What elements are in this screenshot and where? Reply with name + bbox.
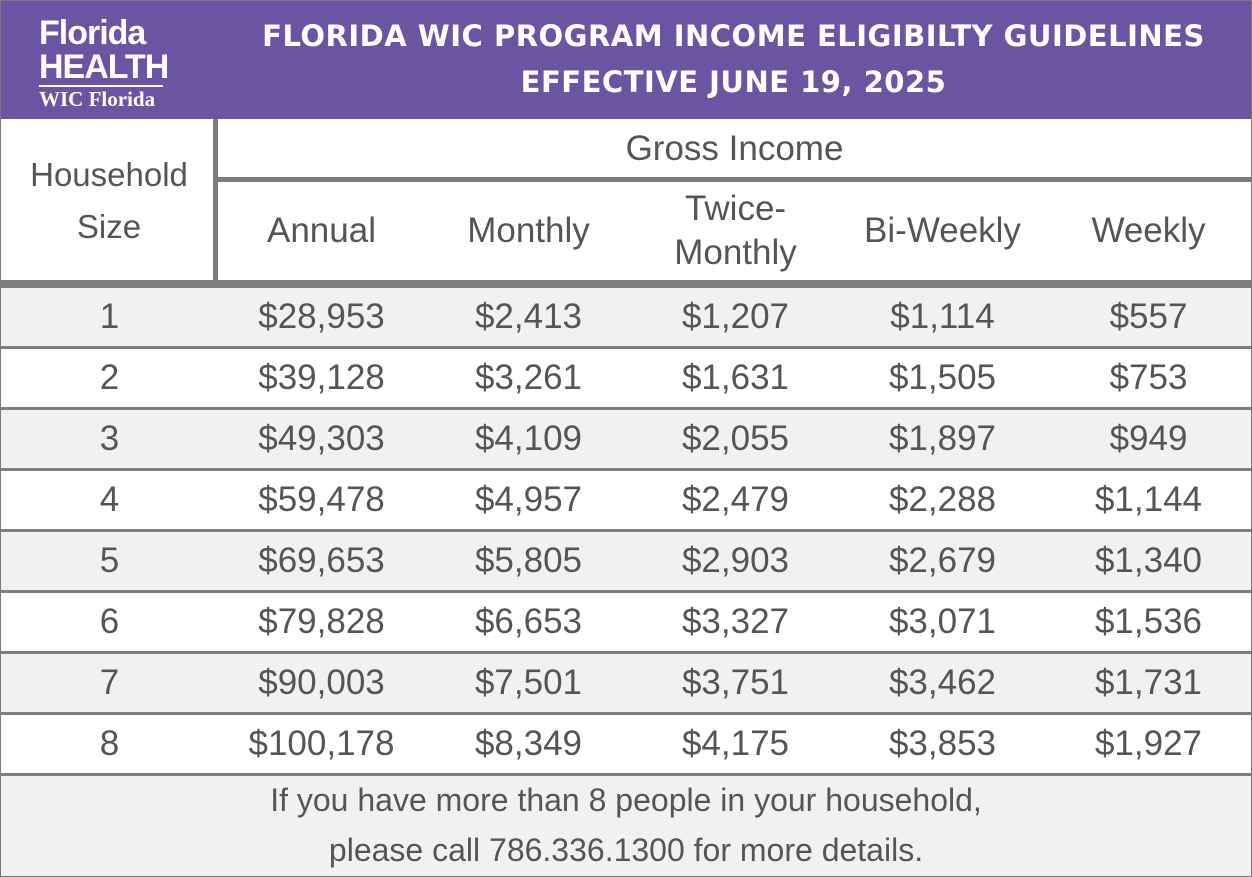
income-cell: $4,175 — [681, 724, 790, 763]
row-divider — [1, 590, 1251, 593]
household-size-cell: 3 — [99, 419, 120, 458]
row-divider — [1, 773, 1251, 776]
logo-florida: Florida — [39, 14, 146, 52]
header-bottom-divider — [1, 280, 1251, 288]
income-cell: $1,731 — [1094, 663, 1203, 702]
household-size-cell: 8 — [99, 724, 120, 763]
income-cell: $39,128 — [258, 358, 385, 397]
row-divider — [1, 468, 1251, 471]
income-cell: $5,805 — [474, 541, 583, 580]
household-size-cell: 4 — [99, 480, 120, 519]
income-cell: $3,751 — [681, 663, 790, 702]
logo-wic-florida: WIC Florida — [39, 87, 156, 111]
income-cell: $49,303 — [258, 419, 385, 458]
income-cell: $1,340 — [1094, 541, 1203, 580]
income-cell: $1,505 — [888, 358, 997, 397]
income-cell: $28,953 — [258, 297, 385, 336]
income-cell: $1,114 — [890, 297, 995, 336]
income-cell: $6,653 — [474, 602, 583, 641]
income-cell: $2,288 — [888, 480, 997, 519]
income-cell: $3,462 — [888, 663, 997, 702]
income-cell: $79,828 — [258, 602, 385, 641]
income-cell: $2,479 — [681, 480, 790, 519]
income-cell: $3,327 — [681, 602, 790, 641]
household-size-cell: 1 — [99, 297, 120, 336]
gross-income-divider — [218, 177, 1251, 182]
income-cell: $1,927 — [1094, 724, 1203, 763]
table-row: 7 $90,003 $7,501 $3,751 $3,462 $1,731 — [1, 654, 1251, 712]
table-row: 6 $79,828 $6,653 $3,327 $3,071 $1,536 — [1, 593, 1251, 651]
row-divider — [1, 407, 1251, 410]
income-cell: $4,957 — [474, 480, 583, 519]
column-header-bi-weekly-label: Bi-Weekly — [864, 211, 1021, 250]
column-header-twice-monthly-line2: Monthly — [674, 233, 797, 272]
column-header-monthly-label: Monthly — [467, 211, 590, 250]
gross-income-header: Gross Income — [625, 129, 844, 168]
income-cell: $1,631 — [681, 358, 790, 397]
header-banner: Florida HEALTH WIC Florida FLORIDA WIC P… — [1, 1, 1251, 119]
logo-rule — [39, 85, 163, 87]
column-header-monthly: Monthly — [425, 182, 632, 280]
page-title: FLORIDA WIC PROGRAM INCOME ELIGIBILTY GU… — [262, 19, 1205, 53]
income-cell: $90,003 — [258, 663, 385, 702]
table-row: 3 $49,303 $4,109 $2,055 $1,897 $949 — [1, 410, 1251, 468]
income-cell: $1,207 — [681, 297, 790, 336]
column-header-annual: Annual — [218, 182, 425, 280]
row-divider — [1, 346, 1251, 349]
column-header-annual-label: Annual — [267, 211, 376, 250]
table-row: 8 $100,178 $8,349 $4,175 $3,853 $1,927 — [1, 715, 1251, 773]
household-size-header: Household Size — [5, 121, 213, 280]
income-cell: $2,055 — [681, 419, 790, 458]
florida-health-logo: Florida HEALTH WIC Florida — [39, 15, 179, 111]
income-cell: $1,897 — [888, 419, 997, 458]
income-cell: $59,478 — [258, 480, 385, 519]
income-cell: $3,261 — [474, 358, 583, 397]
footer-note-line1: If you have more than 8 people in your h… — [270, 782, 982, 818]
table-row: 1 $28,953 $2,413 $1,207 $1,114 $557 — [1, 288, 1251, 346]
household-size-header-line1: Household — [30, 155, 188, 193]
column-header-twice-monthly-line1: Twice- — [684, 189, 787, 228]
column-header-weekly: Weekly — [1046, 182, 1251, 280]
header-vertical-divider — [213, 119, 218, 282]
income-cell: $7,501 — [474, 663, 583, 702]
income-cell: $1,144 — [1094, 480, 1203, 519]
logo-health: HEALTH — [39, 48, 169, 86]
household-size-cell: 6 — [99, 602, 120, 641]
footer-note-line2: please call 786.336.1300 for more detail… — [328, 832, 924, 868]
income-cell: $2,413 — [474, 297, 583, 336]
household-size-cell: 5 — [99, 541, 120, 580]
table-row: 2 $39,128 $3,261 $1,631 $1,505 $753 — [1, 349, 1251, 407]
income-cell: $1,536 — [1094, 602, 1203, 641]
income-cell: $2,903 — [681, 541, 790, 580]
row-divider — [1, 712, 1251, 715]
row-divider — [1, 529, 1251, 532]
income-cell: $3,071 — [888, 602, 997, 641]
row-divider — [1, 651, 1251, 654]
household-size-cell: 7 — [99, 663, 120, 702]
income-cell: $100,178 — [248, 724, 395, 763]
table-row: 5 $69,653 $5,805 $2,903 $2,679 $1,340 — [1, 532, 1251, 590]
income-cell: $949 — [1109, 419, 1188, 458]
footer-note: If you have more than 8 people in your h… — [1, 776, 1251, 876]
column-header-twice-monthly: Twice- Monthly — [632, 182, 839, 280]
income-cell: $3,853 — [888, 724, 997, 763]
column-header-bi-weekly: Bi-Weekly — [839, 182, 1046, 280]
table-row: 4 $59,478 $4,957 $2,479 $2,288 $1,144 — [1, 471, 1251, 529]
effective-date: EFFECTIVE JUNE 19, 2025 — [520, 65, 947, 99]
income-cell: $69,653 — [258, 541, 385, 580]
income-cell: $557 — [1109, 297, 1188, 336]
income-cell: $753 — [1109, 358, 1188, 397]
household-size-header-line2: Size — [76, 207, 142, 245]
income-cell: $8,349 — [474, 724, 583, 763]
household-size-cell: 2 — [99, 358, 120, 397]
income-cell: $4,109 — [474, 419, 583, 458]
income-cell: $2,679 — [888, 541, 997, 580]
column-header-weekly-label: Weekly — [1091, 211, 1206, 250]
